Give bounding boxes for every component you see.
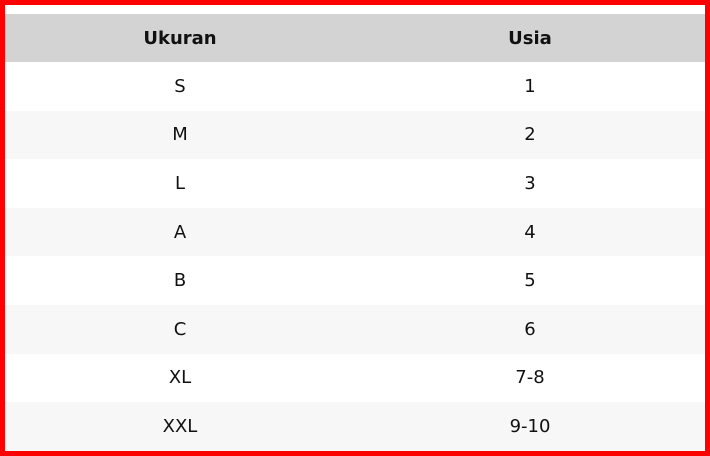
- table-cell: 4: [355, 207, 705, 257]
- table-cell: 6: [355, 304, 705, 354]
- table-cell: XXL: [5, 402, 355, 451]
- header-row: Ukuran Usia: [5, 14, 705, 62]
- table-cell: B: [173, 270, 187, 292]
- table-row: XL 7-8: [5, 354, 705, 403]
- table-cell: XL: [168, 367, 192, 389]
- table-cell: 5: [524, 270, 536, 292]
- table-cell: 2: [355, 110, 705, 160]
- size-table: Ukuran Usia S 1 M 2 L 3 A 4 B 5 C 6 XL 7-8 XXL 9-10: [5, 14, 705, 451]
- table-row: XXL 9-10: [5, 402, 705, 451]
- table-body: S 1 M 2 L 3 A 4 B 5 C 6 XL 7-8 XXL 9-10: [5, 62, 705, 451]
- table-cell: 7-8: [515, 367, 545, 389]
- table-cell: M: [5, 110, 355, 160]
- table-cell: C: [5, 304, 355, 354]
- table-cell: 9-10: [355, 402, 705, 451]
- table-cell: 1: [524, 75, 536, 97]
- table-cell: L: [174, 172, 186, 194]
- table-cell: S: [174, 75, 186, 97]
- header-cell: Ukuran: [5, 14, 355, 62]
- table-cell: A: [5, 207, 355, 257]
- header-cell: Usia: [355, 14, 705, 62]
- table-cell: 3: [524, 172, 536, 194]
